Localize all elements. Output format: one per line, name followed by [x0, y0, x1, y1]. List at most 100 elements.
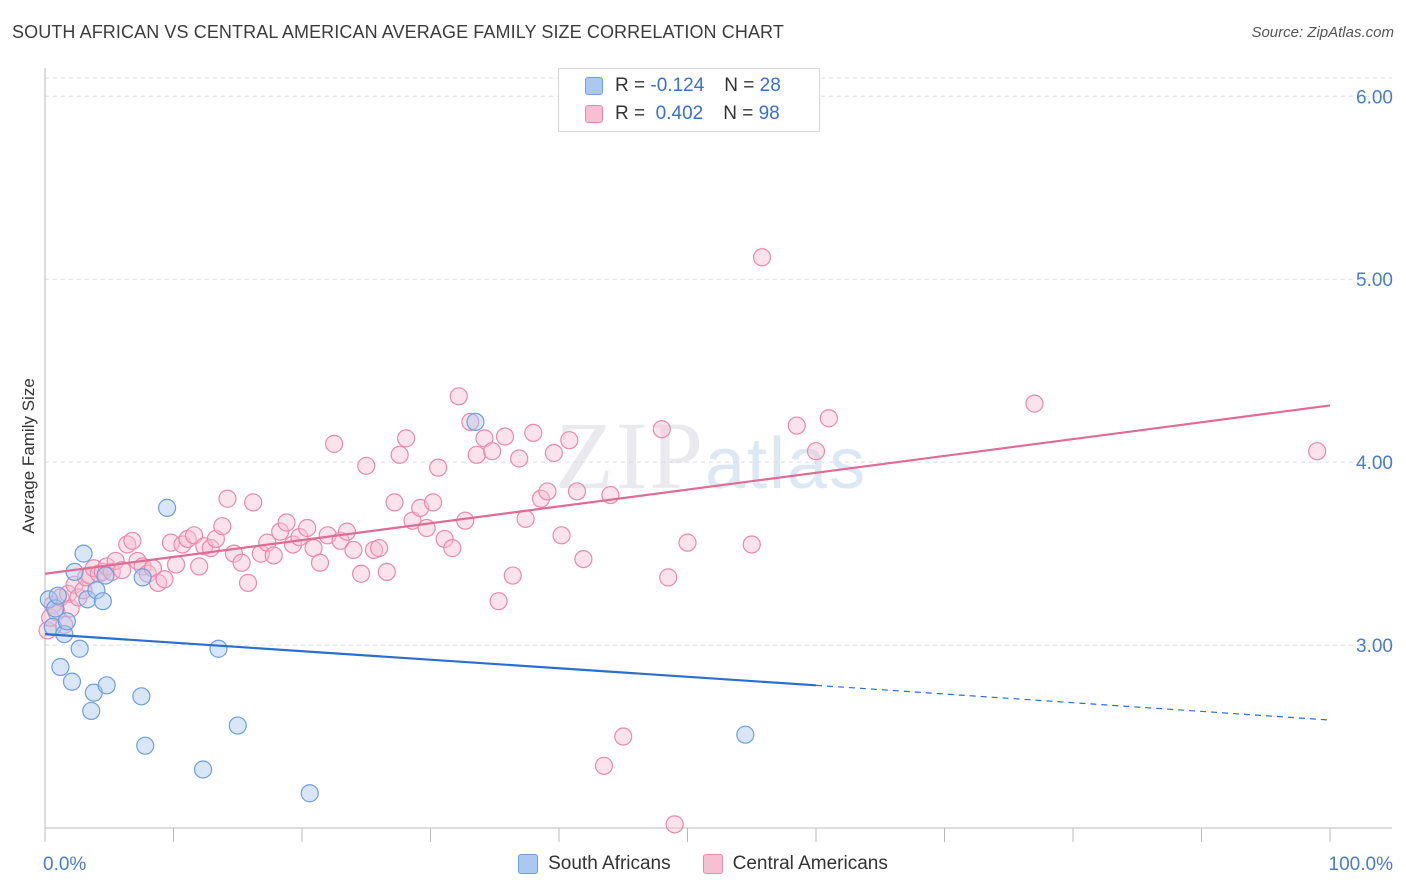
point-central-americans	[232, 553, 251, 572]
legend-swatch-blue	[585, 77, 603, 95]
point-central-americans	[357, 456, 376, 475]
point-central-americans	[155, 570, 174, 589]
point-central-americans	[1308, 442, 1327, 461]
point-central-americans	[429, 458, 448, 477]
trend-lines	[44, 404, 1331, 721]
point-central-americans	[443, 539, 462, 558]
point-south-africans	[97, 676, 116, 695]
y-tick-label: 3.00	[1356, 636, 1393, 657]
point-central-americans	[238, 573, 258, 592]
point-south-africans	[87, 581, 106, 600]
point-central-americans	[456, 511, 475, 530]
point-central-americans	[213, 517, 232, 536]
legend-n-value: 98	[758, 103, 780, 124]
tick-labels: 3.00 4.00 5.00 6.00 0.0% 100.0%	[43, 87, 1393, 875]
y-axis-title: Average Family Size	[19, 378, 38, 534]
point-south-africans	[74, 544, 93, 563]
point-central-americans	[352, 564, 371, 583]
point-central-americans	[574, 549, 593, 569]
point-central-americans	[567, 482, 587, 501]
point-central-americans	[531, 489, 551, 508]
point-south-africans	[62, 672, 82, 691]
point-central-americans	[190, 557, 209, 576]
point-south-africans	[70, 639, 89, 658]
data-points	[38, 248, 1327, 834]
series-legend: South Africans Central Americans	[0, 851, 1406, 877]
x-tick-label: 100.0%	[1329, 854, 1394, 875]
point-central-americans	[337, 522, 357, 541]
point-south-africans	[48, 586, 67, 605]
point-central-americans	[544, 443, 563, 463]
point-south-africans	[57, 612, 76, 631]
point-central-americans	[742, 535, 761, 554]
series-name: South Africans	[548, 853, 671, 874]
point-south-africans	[209, 639, 228, 658]
trend-line-extension	[815, 684, 1331, 721]
point-south-africans	[466, 412, 485, 432]
legend-swatch-pink	[585, 105, 603, 123]
point-south-africans	[39, 590, 58, 609]
legend-row-south-africans: R = -0.124 N = 28	[585, 73, 781, 99]
series-swatch-pink	[702, 854, 723, 874]
series-legend-central-americans[interactable]: Central Americans	[702, 853, 888, 875]
point-central-americans	[277, 513, 296, 532]
point-central-americans	[819, 409, 838, 428]
point-south-africans	[157, 498, 177, 517]
point-central-americans	[390, 445, 409, 464]
point-central-americans	[503, 566, 522, 585]
legend-n-label: N =	[724, 75, 755, 96]
point-central-americans	[218, 489, 237, 508]
y-tick-label: 5.00	[1356, 270, 1393, 291]
y-tick-label: 6.00	[1356, 87, 1393, 108]
point-south-africans	[96, 566, 115, 585]
point-central-americans	[524, 423, 543, 442]
legend-n-value: 28	[759, 75, 781, 96]
point-central-americans	[552, 526, 571, 545]
correlation-legend: R = -0.124 N = 28 R = 0.402 N = 98	[558, 68, 820, 132]
watermark-atlas: atlas	[705, 424, 868, 504]
point-central-americans	[516, 509, 535, 528]
point-south-africans	[65, 562, 84, 582]
source-label: Source: ZipAtlas.com	[1251, 24, 1394, 41]
point-central-americans	[538, 482, 557, 501]
point-central-americans	[594, 756, 614, 775]
y-tick-label: 4.00	[1356, 453, 1393, 474]
point-south-africans	[736, 725, 755, 744]
point-central-americans	[467, 445, 486, 464]
point-central-americans	[325, 434, 344, 453]
point-central-americans	[310, 553, 330, 572]
point-central-americans	[244, 493, 263, 512]
point-south-africans	[136, 736, 155, 755]
point-central-americans	[385, 493, 404, 512]
point-central-americans	[396, 429, 416, 448]
point-central-americans	[510, 449, 529, 468]
point-south-africans	[82, 701, 101, 721]
series-legend-south-africans[interactable]: South Africans	[518, 853, 671, 875]
legend-r-value: 0.402	[655, 103, 704, 124]
point-south-africans	[300, 784, 319, 803]
point-central-americans	[435, 529, 454, 549]
point-south-africans	[228, 716, 247, 735]
series-swatch-blue	[518, 854, 539, 874]
point-central-americans	[665, 815, 684, 834]
chart-title: SOUTH AFRICAN VS CENTRAL AMERICAN AVERAG…	[12, 22, 784, 42]
point-south-africans	[93, 592, 112, 611]
point-central-americans	[123, 531, 142, 550]
axes	[44, 68, 1392, 842]
point-central-americans	[166, 555, 186, 574]
point-south-africans	[51, 657, 70, 677]
point-central-americans	[560, 431, 579, 450]
point-central-americans	[344, 540, 363, 560]
point-central-americans	[449, 387, 468, 406]
point-central-americans	[652, 420, 671, 439]
legend-r-value: -0.124	[650, 75, 705, 96]
point-central-americans	[1025, 394, 1044, 413]
point-central-americans	[614, 727, 633, 746]
point-central-americans	[489, 592, 508, 611]
point-central-americans	[495, 427, 515, 446]
trend-line-central-americans	[44, 404, 1331, 575]
point-central-americans	[112, 560, 132, 580]
point-central-americans	[264, 546, 283, 565]
legend-r-label: R =	[615, 75, 646, 96]
